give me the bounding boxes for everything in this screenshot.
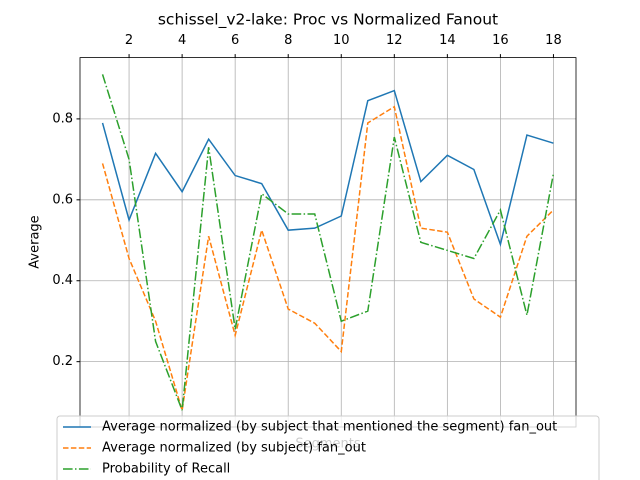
x-tick-label: 12	[386, 33, 403, 48]
x-tick-label: 16	[492, 33, 509, 48]
x-tick-label: 18	[545, 33, 562, 48]
line-series	[101, 74, 555, 411]
x-tick-label: 6	[231, 33, 239, 48]
line-series	[101, 89, 554, 247]
x-tick-label: 10	[333, 33, 350, 48]
legend-label: Average normalized (by subject) fan_out	[102, 441, 366, 456]
y-tick-label: 0.6	[52, 192, 73, 207]
x-tick-label: 2	[125, 33, 133, 48]
y-tick-label: 0.2	[52, 354, 73, 369]
line-series	[101, 105, 554, 411]
chart-title: schissel_v2-lake: Proc vs Normalized Fan…	[158, 11, 498, 30]
y-axis-label: Average	[28, 215, 43, 268]
y-tick-label: 0.8	[52, 111, 73, 126]
y-tick-label: 0.4	[52, 273, 73, 288]
x-tick-label: 14	[439, 33, 456, 48]
legend-label: Average normalized (by subject that ment…	[102, 420, 557, 435]
x-tick-label: 4	[178, 33, 186, 48]
x-tick-label: 8	[284, 33, 292, 48]
legend: Average normalized (by subject that ment…	[56, 415, 600, 480]
legend-label: Probability of Recall	[102, 462, 230, 477]
legend-box	[56, 415, 600, 480]
